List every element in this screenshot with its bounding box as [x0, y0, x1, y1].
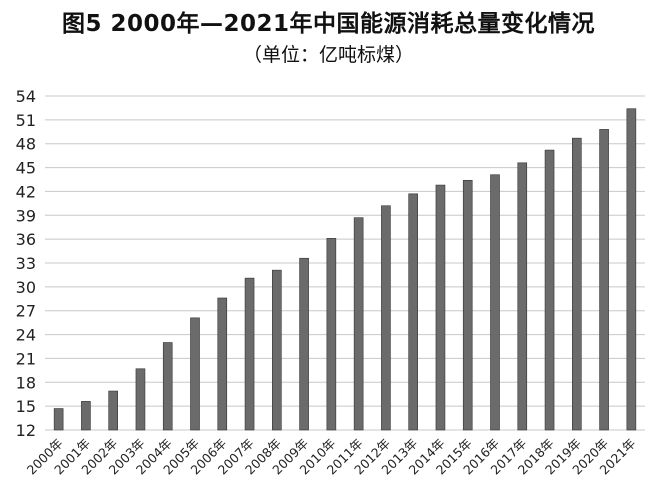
y-tick-label: 48 [16, 135, 36, 154]
bar [217, 297, 228, 431]
bar [626, 108, 637, 431]
bar [108, 390, 118, 431]
bar [462, 179, 473, 431]
y-tick-label: 36 [16, 230, 36, 249]
bar [408, 193, 418, 431]
bar [490, 174, 500, 431]
y-tick-label: 54 [16, 87, 36, 106]
y-tick-label: 12 [16, 421, 36, 440]
bar [599, 129, 609, 431]
bar [572, 137, 582, 431]
y-tick-label: 30 [16, 278, 36, 297]
y-tick-label: 27 [16, 302, 36, 321]
y-tick-label: 18 [16, 373, 36, 392]
bar [135, 368, 146, 431]
bar [190, 317, 200, 431]
y-tick-label: 51 [16, 111, 36, 130]
bar [244, 277, 255, 431]
bar [53, 408, 64, 431]
bar [544, 149, 555, 431]
y-tick-label: 42 [16, 182, 36, 201]
y-tick-label: 21 [16, 349, 36, 368]
chart-subtitle: （单位：亿吨标煤） [242, 44, 414, 66]
bar [162, 342, 173, 431]
bar [517, 162, 528, 431]
y-tick-label: 33 [16, 254, 36, 273]
bar [272, 269, 282, 431]
y-tick-label: 24 [16, 326, 36, 345]
y-tick-label: 45 [16, 159, 36, 178]
y-tick-label: 39 [16, 206, 36, 225]
bar [381, 205, 391, 431]
bar [299, 257, 309, 431]
bar [435, 184, 446, 431]
y-tick-label: 15 [16, 397, 36, 416]
bar [81, 401, 91, 431]
bar [326, 238, 337, 431]
chart-title: 图5 2000年—2021年中国能源消耗总量变化情况 [61, 11, 596, 37]
bar [353, 217, 364, 431]
